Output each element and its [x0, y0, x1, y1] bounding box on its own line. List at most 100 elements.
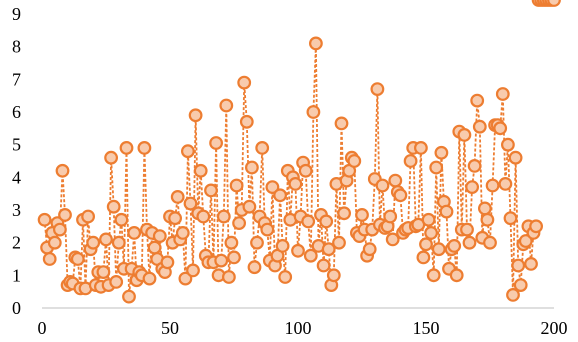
data-point [495, 87, 510, 101]
data-point [478, 201, 492, 216]
y-tick-label: 3 [12, 200, 21, 220]
data-point [465, 180, 480, 195]
data-point [447, 238, 462, 253]
data-point [239, 114, 254, 129]
x-tick-label: 150 [413, 318, 440, 338]
data-point [137, 140, 152, 155]
data-point [347, 154, 362, 168]
data-point [224, 235, 239, 250]
y-tick-label: 4 [12, 167, 21, 187]
data-point [332, 235, 346, 250]
data-point [216, 209, 231, 224]
data-point [316, 258, 331, 273]
data-point [529, 219, 543, 234]
data-point [298, 163, 313, 178]
data-point [434, 145, 449, 160]
y-tick-label: 7 [12, 69, 21, 89]
data-point [493, 121, 508, 136]
data-point [370, 82, 385, 96]
data-point [221, 270, 236, 284]
y-tick-label: 5 [12, 135, 21, 155]
data-point [508, 150, 523, 165]
data-point [518, 234, 533, 248]
data-point [457, 127, 472, 142]
data-point [470, 93, 485, 108]
data-point [229, 178, 244, 193]
x-tick-label: 100 [285, 318, 312, 338]
data-point [55, 163, 70, 178]
data-point [214, 253, 229, 268]
x-tick-label: 200 [541, 318, 568, 338]
data-point [188, 108, 203, 123]
data-point [247, 260, 262, 275]
data-point [227, 250, 241, 265]
data-point [86, 235, 101, 250]
x-tick-label: 50 [161, 318, 179, 338]
data-point [111, 235, 126, 250]
y-tick-label: 8 [12, 37, 21, 57]
data-point [326, 268, 341, 283]
data-point [503, 211, 518, 226]
data-point [321, 242, 336, 257]
data-point [301, 214, 316, 229]
data-point [393, 188, 408, 203]
data-point [250, 235, 264, 250]
data-point [449, 268, 464, 283]
data-point [119, 140, 134, 155]
data-point [186, 263, 200, 278]
data-point [278, 270, 293, 284]
data-point [58, 207, 72, 222]
data-point [462, 235, 477, 250]
y-tick-label: 2 [12, 233, 21, 253]
data-point [37, 212, 52, 227]
data-point [242, 199, 257, 214]
data-point [175, 225, 190, 240]
data-point [232, 216, 247, 231]
y-tick-label: 6 [12, 102, 21, 122]
y-axis-tick-labels: 0 1 2 3 4 5 6 7 8 9 [12, 4, 21, 318]
data-point [431, 242, 446, 257]
data-point [260, 222, 275, 237]
data-point [306, 105, 321, 119]
data-point [319, 214, 334, 229]
y-tick-label: 9 [12, 4, 21, 24]
data-point [255, 140, 270, 155]
data-point [309, 36, 323, 51]
data-point [403, 154, 418, 168]
data-point [483, 235, 497, 250]
y-tick-label: 1 [12, 265, 21, 285]
data-point [152, 229, 167, 244]
data-point [104, 150, 118, 165]
data-point [419, 237, 433, 252]
data-point [106, 199, 121, 214]
x-axis-tick-labels: 0 50 100 150 200 [38, 318, 568, 338]
data-point [219, 98, 234, 113]
data-point [237, 75, 252, 90]
data-point [480, 212, 495, 227]
data-point [53, 222, 67, 237]
data-point [96, 265, 111, 280]
data-point [273, 188, 288, 203]
series-markers [37, 0, 561, 304]
data-point [498, 176, 513, 191]
data-point [193, 163, 208, 178]
data-point [183, 196, 198, 211]
data-point [204, 183, 218, 198]
data-point [337, 206, 352, 221]
data-point [265, 180, 280, 195]
data-point [114, 212, 129, 227]
data-point [209, 136, 224, 150]
data-point [168, 211, 183, 226]
data-point [511, 258, 526, 273]
data-point [355, 207, 369, 222]
data-point [429, 160, 444, 175]
data-point [375, 178, 390, 193]
data-point [122, 289, 136, 304]
data-point [275, 238, 290, 253]
data-point [244, 160, 259, 175]
data-point [524, 257, 538, 271]
data-point [426, 268, 441, 283]
data-point [147, 240, 162, 255]
data-point [383, 209, 398, 224]
